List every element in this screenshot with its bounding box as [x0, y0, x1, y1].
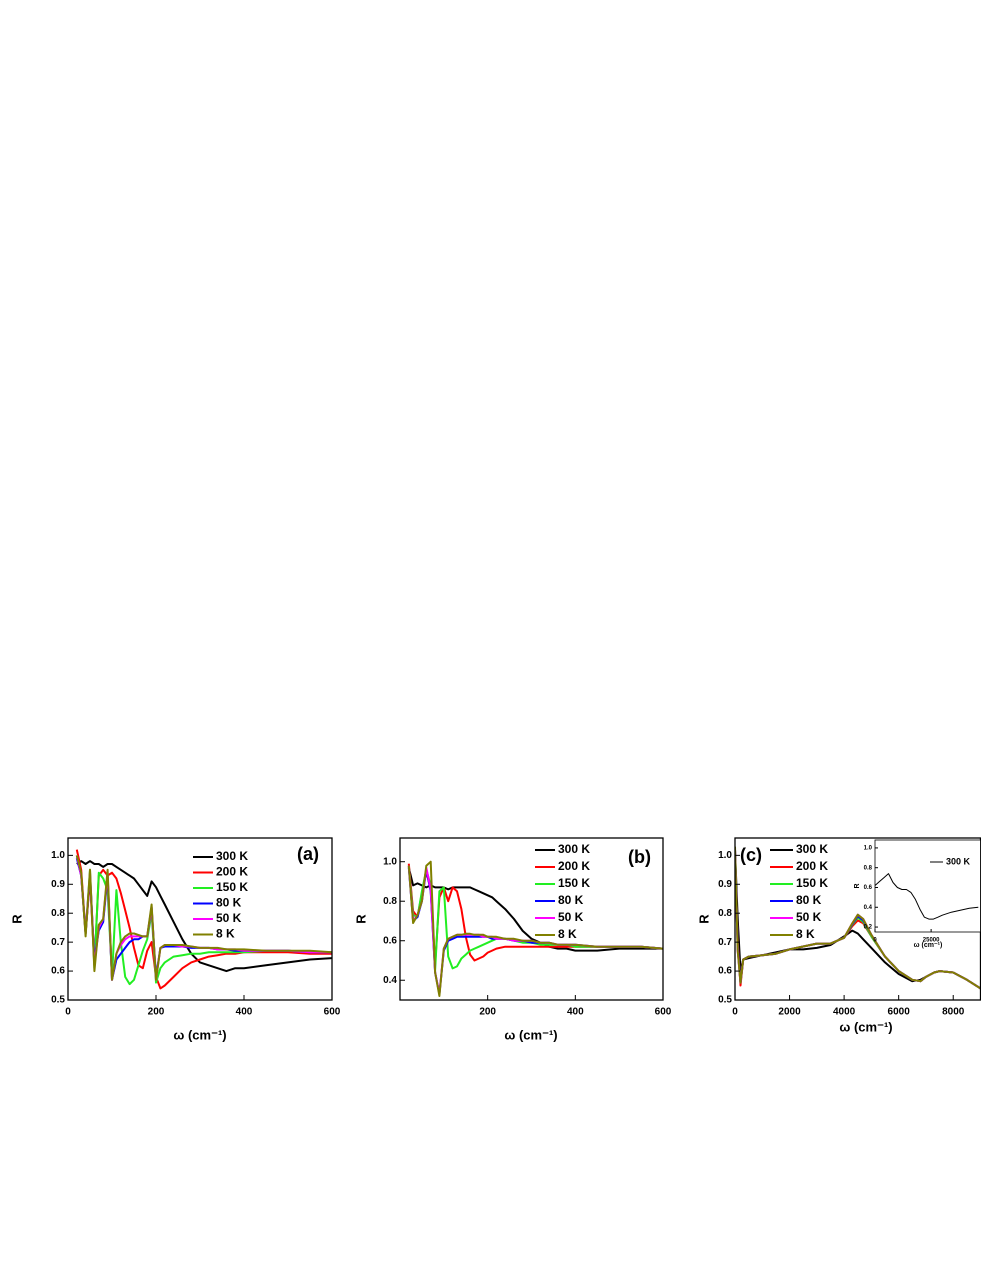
- x-tick-label: 2000: [778, 1007, 801, 1018]
- legend-label: 8 K: [216, 927, 235, 941]
- legend-label: 50 K: [216, 911, 242, 925]
- y-tick-label: 0.9: [51, 879, 65, 890]
- legend-label: 200 K: [558, 859, 590, 873]
- y-tick-label: 0.7: [51, 937, 65, 948]
- y-tick-label: 0.6: [51, 966, 65, 977]
- panel: 300 K 200 K 150 K 80 K 50 K 8 K 0 2000 4000 6000 8…: [696, 837, 981, 1034]
- legend-label: 80 K: [796, 893, 822, 907]
- x-tick-label: 200: [479, 1007, 496, 1018]
- legend-label: 300 K: [796, 842, 828, 856]
- legend-label: 150 K: [216, 880, 248, 894]
- legend-label: 300 K: [946, 856, 971, 866]
- x-axis-label: ω (cm⁻¹): [914, 942, 943, 949]
- series-line: [76, 860, 332, 973]
- panel: 300 K 200 K 150 K 80 K 50 K 8 K 200 400 600 0.4 0.…: [353, 837, 672, 1042]
- x-tick-label: 6000: [888, 1007, 911, 1018]
- y-tick-label: 0.5: [718, 995, 732, 1006]
- x-tick-label: 0: [732, 1007, 738, 1018]
- x-tick-label: 8000: [942, 1007, 965, 1018]
- legend-label: 80 K: [558, 893, 584, 907]
- x-tick-label: 0: [65, 1007, 71, 1018]
- y-tick-label: 0.9: [718, 879, 732, 890]
- x-axis-label: ω (cm⁻¹): [504, 1027, 557, 1042]
- legend-label: 300 K: [558, 842, 590, 856]
- y-tick-label: 0.8: [718, 908, 732, 919]
- panel-label: (b): [628, 847, 651, 867]
- legend-label: 150 K: [796, 876, 828, 890]
- y-axis-label: R: [696, 914, 711, 924]
- x-tick-label: 0: [873, 938, 877, 944]
- y-tick-label: 1.0: [51, 850, 65, 861]
- y-axis-label: R: [353, 914, 368, 924]
- y-tick-label: 0.8: [51, 908, 65, 919]
- y-axis-label: R: [9, 914, 24, 924]
- y-tick-label: 0.8: [383, 896, 397, 907]
- y-tick-label: 1.0: [864, 845, 873, 851]
- inset: 300 K 0 25000 0.2 0.4 0.6 0.8 1.0 ω (cm⁻¹) R: [854, 839, 981, 949]
- x-axis-label: ω (cm⁻¹): [839, 1019, 892, 1034]
- legend-label: 150 K: [558, 876, 590, 890]
- x-tick-label: 400: [567, 1007, 584, 1018]
- series-line: [875, 873, 979, 920]
- legend-label: 50 K: [796, 910, 822, 924]
- y-tick-label: 1.0: [383, 856, 397, 867]
- y-tick-label: 0.6: [864, 885, 873, 891]
- y-tick-label: 0.4: [864, 905, 873, 911]
- x-axis-label: ω (cm⁻¹): [173, 1027, 226, 1042]
- x-tick-label: 600: [655, 1007, 672, 1018]
- series-line: [407, 867, 663, 952]
- panel-label: (c): [740, 845, 762, 865]
- plot-frame: [399, 837, 664, 1001]
- plot-frame: [67, 837, 333, 1001]
- y-tick-label: 0.4: [383, 975, 397, 986]
- panel-label: (a): [297, 844, 319, 864]
- x-tick-label: 600: [324, 1007, 341, 1018]
- y-tick-label: 0.5: [51, 995, 65, 1006]
- legend-label: 300 K: [216, 849, 248, 863]
- y-tick-label: 0.6: [383, 935, 397, 946]
- series-line: [75, 849, 332, 990]
- legend-label: 200 K: [796, 859, 828, 873]
- x-tick-label: 4000: [833, 1007, 856, 1018]
- legend-label: 8 K: [796, 927, 815, 941]
- y-tick-label: 1.0: [718, 850, 732, 861]
- x-tick-label: 400: [236, 1007, 253, 1018]
- y-tick-label: 0.6: [718, 966, 732, 977]
- legend-label: 200 K: [216, 865, 248, 879]
- series-line: [407, 860, 663, 997]
- legend-label: 80 K: [216, 896, 242, 910]
- x-tick-label: 25000: [923, 938, 940, 944]
- series-line: [75, 855, 332, 981]
- legend-label: 50 K: [558, 910, 584, 924]
- inset-background: [875, 840, 981, 932]
- series-line: [735, 846, 981, 990]
- y-tick-label: 0.7: [718, 937, 732, 948]
- legend-label: 8 K: [558, 927, 577, 941]
- y-axis-label: R: [854, 883, 861, 888]
- x-tick-label: 200: [148, 1007, 165, 1018]
- y-tick-label: 0.8: [864, 865, 873, 871]
- y-tick-label: 0.2: [864, 925, 873, 931]
